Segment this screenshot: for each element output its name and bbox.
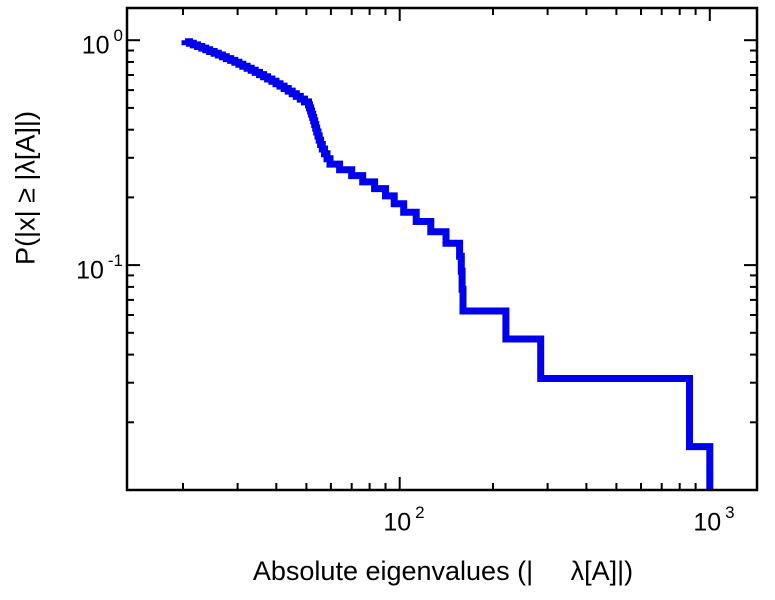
tick-base: 10 xyxy=(81,31,110,60)
plot-frame xyxy=(125,6,759,492)
tick-base: 10 xyxy=(383,508,412,537)
tick-exponent: -1 xyxy=(107,251,123,270)
x-tick-label-1e3: 10 3 xyxy=(693,501,734,537)
y-axis-label: P(|x| ≥ |λ[A]|) xyxy=(10,111,41,265)
tick-exponent: 3 xyxy=(725,503,735,522)
tick-exponent: 0 xyxy=(113,26,123,45)
y-tick-label-1e-1: 10 -1 xyxy=(76,249,123,285)
tick-base: 10 xyxy=(693,508,722,537)
tick-exponent: 2 xyxy=(415,503,425,522)
y-tick-label-1e0: 10 0 xyxy=(82,24,123,60)
x-tick-label-1e2: 10 2 xyxy=(383,501,424,537)
tick-base: 10 xyxy=(76,256,104,285)
x-axis-label: Absolute eigenvalues (| λ[A]|) xyxy=(252,556,634,586)
ccdf-step-curve xyxy=(181,38,714,490)
